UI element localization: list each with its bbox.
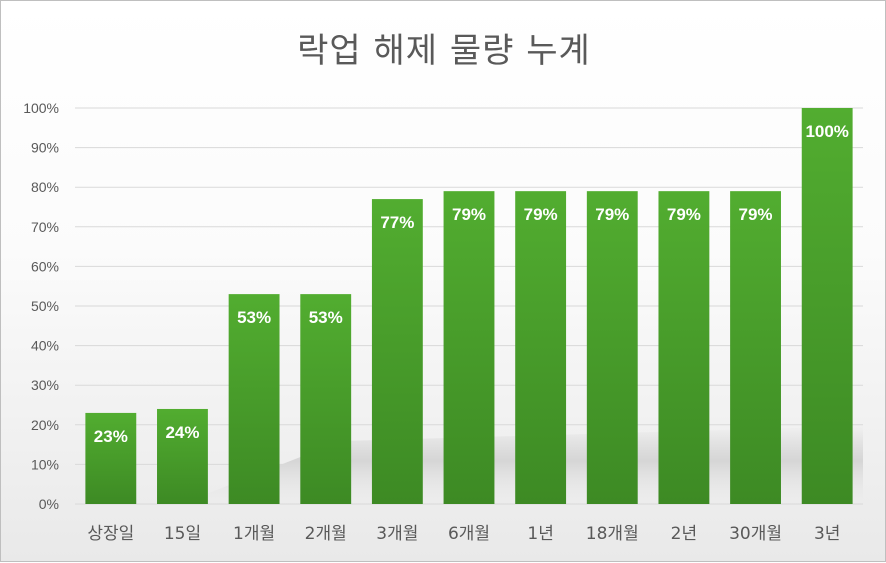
data-label: 79% bbox=[452, 205, 486, 224]
bar-10 bbox=[730, 191, 781, 504]
data-label: 24% bbox=[165, 423, 199, 442]
data-label: 79% bbox=[595, 205, 629, 224]
x-tick-label: 18개월 bbox=[586, 524, 639, 544]
x-tick-label: 3년 bbox=[814, 524, 840, 544]
y-tick-label: 10% bbox=[31, 456, 59, 472]
bar-4 bbox=[300, 294, 352, 504]
bar-1 bbox=[85, 412, 137, 504]
x-tick-label: 1개월 bbox=[233, 524, 275, 544]
bar-11 bbox=[801, 108, 853, 504]
data-label: 79% bbox=[739, 205, 773, 224]
x-tick-label: 1년 bbox=[527, 524, 553, 544]
x-tick-label: 30개월 bbox=[729, 524, 782, 544]
bar-9 bbox=[658, 191, 710, 504]
y-tick-label: 30% bbox=[31, 377, 59, 393]
bar-6 bbox=[443, 191, 495, 504]
data-label: 79% bbox=[524, 205, 558, 224]
bar-8 bbox=[586, 191, 638, 504]
data-label: 77% bbox=[380, 213, 414, 232]
y-tick-label: 40% bbox=[31, 338, 59, 354]
data-label: 53% bbox=[309, 308, 343, 327]
y-tick-label: 0% bbox=[39, 496, 59, 512]
chart-title: 락업 해제 물량 누계 bbox=[297, 31, 591, 71]
y-tick-label: 70% bbox=[31, 219, 59, 235]
bar-3 bbox=[228, 294, 280, 504]
x-tick-label: 15일 bbox=[164, 524, 201, 544]
y-tick-label: 80% bbox=[31, 179, 59, 195]
x-tick-label: 2년 bbox=[671, 524, 697, 544]
data-label: 79% bbox=[667, 205, 701, 224]
y-tick-label: 50% bbox=[31, 298, 59, 314]
y-tick-label: 90% bbox=[31, 140, 59, 156]
x-tick-label: 상장일 bbox=[87, 524, 134, 544]
y-tick-label: 60% bbox=[31, 258, 59, 274]
data-label: 23% bbox=[94, 427, 128, 446]
bar-7 bbox=[515, 191, 567, 504]
y-tick-label: 100% bbox=[23, 100, 59, 116]
data-label: 100% bbox=[805, 122, 848, 141]
y-tick-label: 20% bbox=[31, 417, 59, 433]
bar-5 bbox=[371, 199, 423, 504]
bar-2 bbox=[157, 408, 208, 504]
x-tick-label: 2개월 bbox=[305, 524, 347, 544]
x-tick-label: 6개월 bbox=[448, 524, 490, 544]
x-tick-label: 3개월 bbox=[376, 524, 418, 544]
data-label: 53% bbox=[237, 308, 271, 327]
